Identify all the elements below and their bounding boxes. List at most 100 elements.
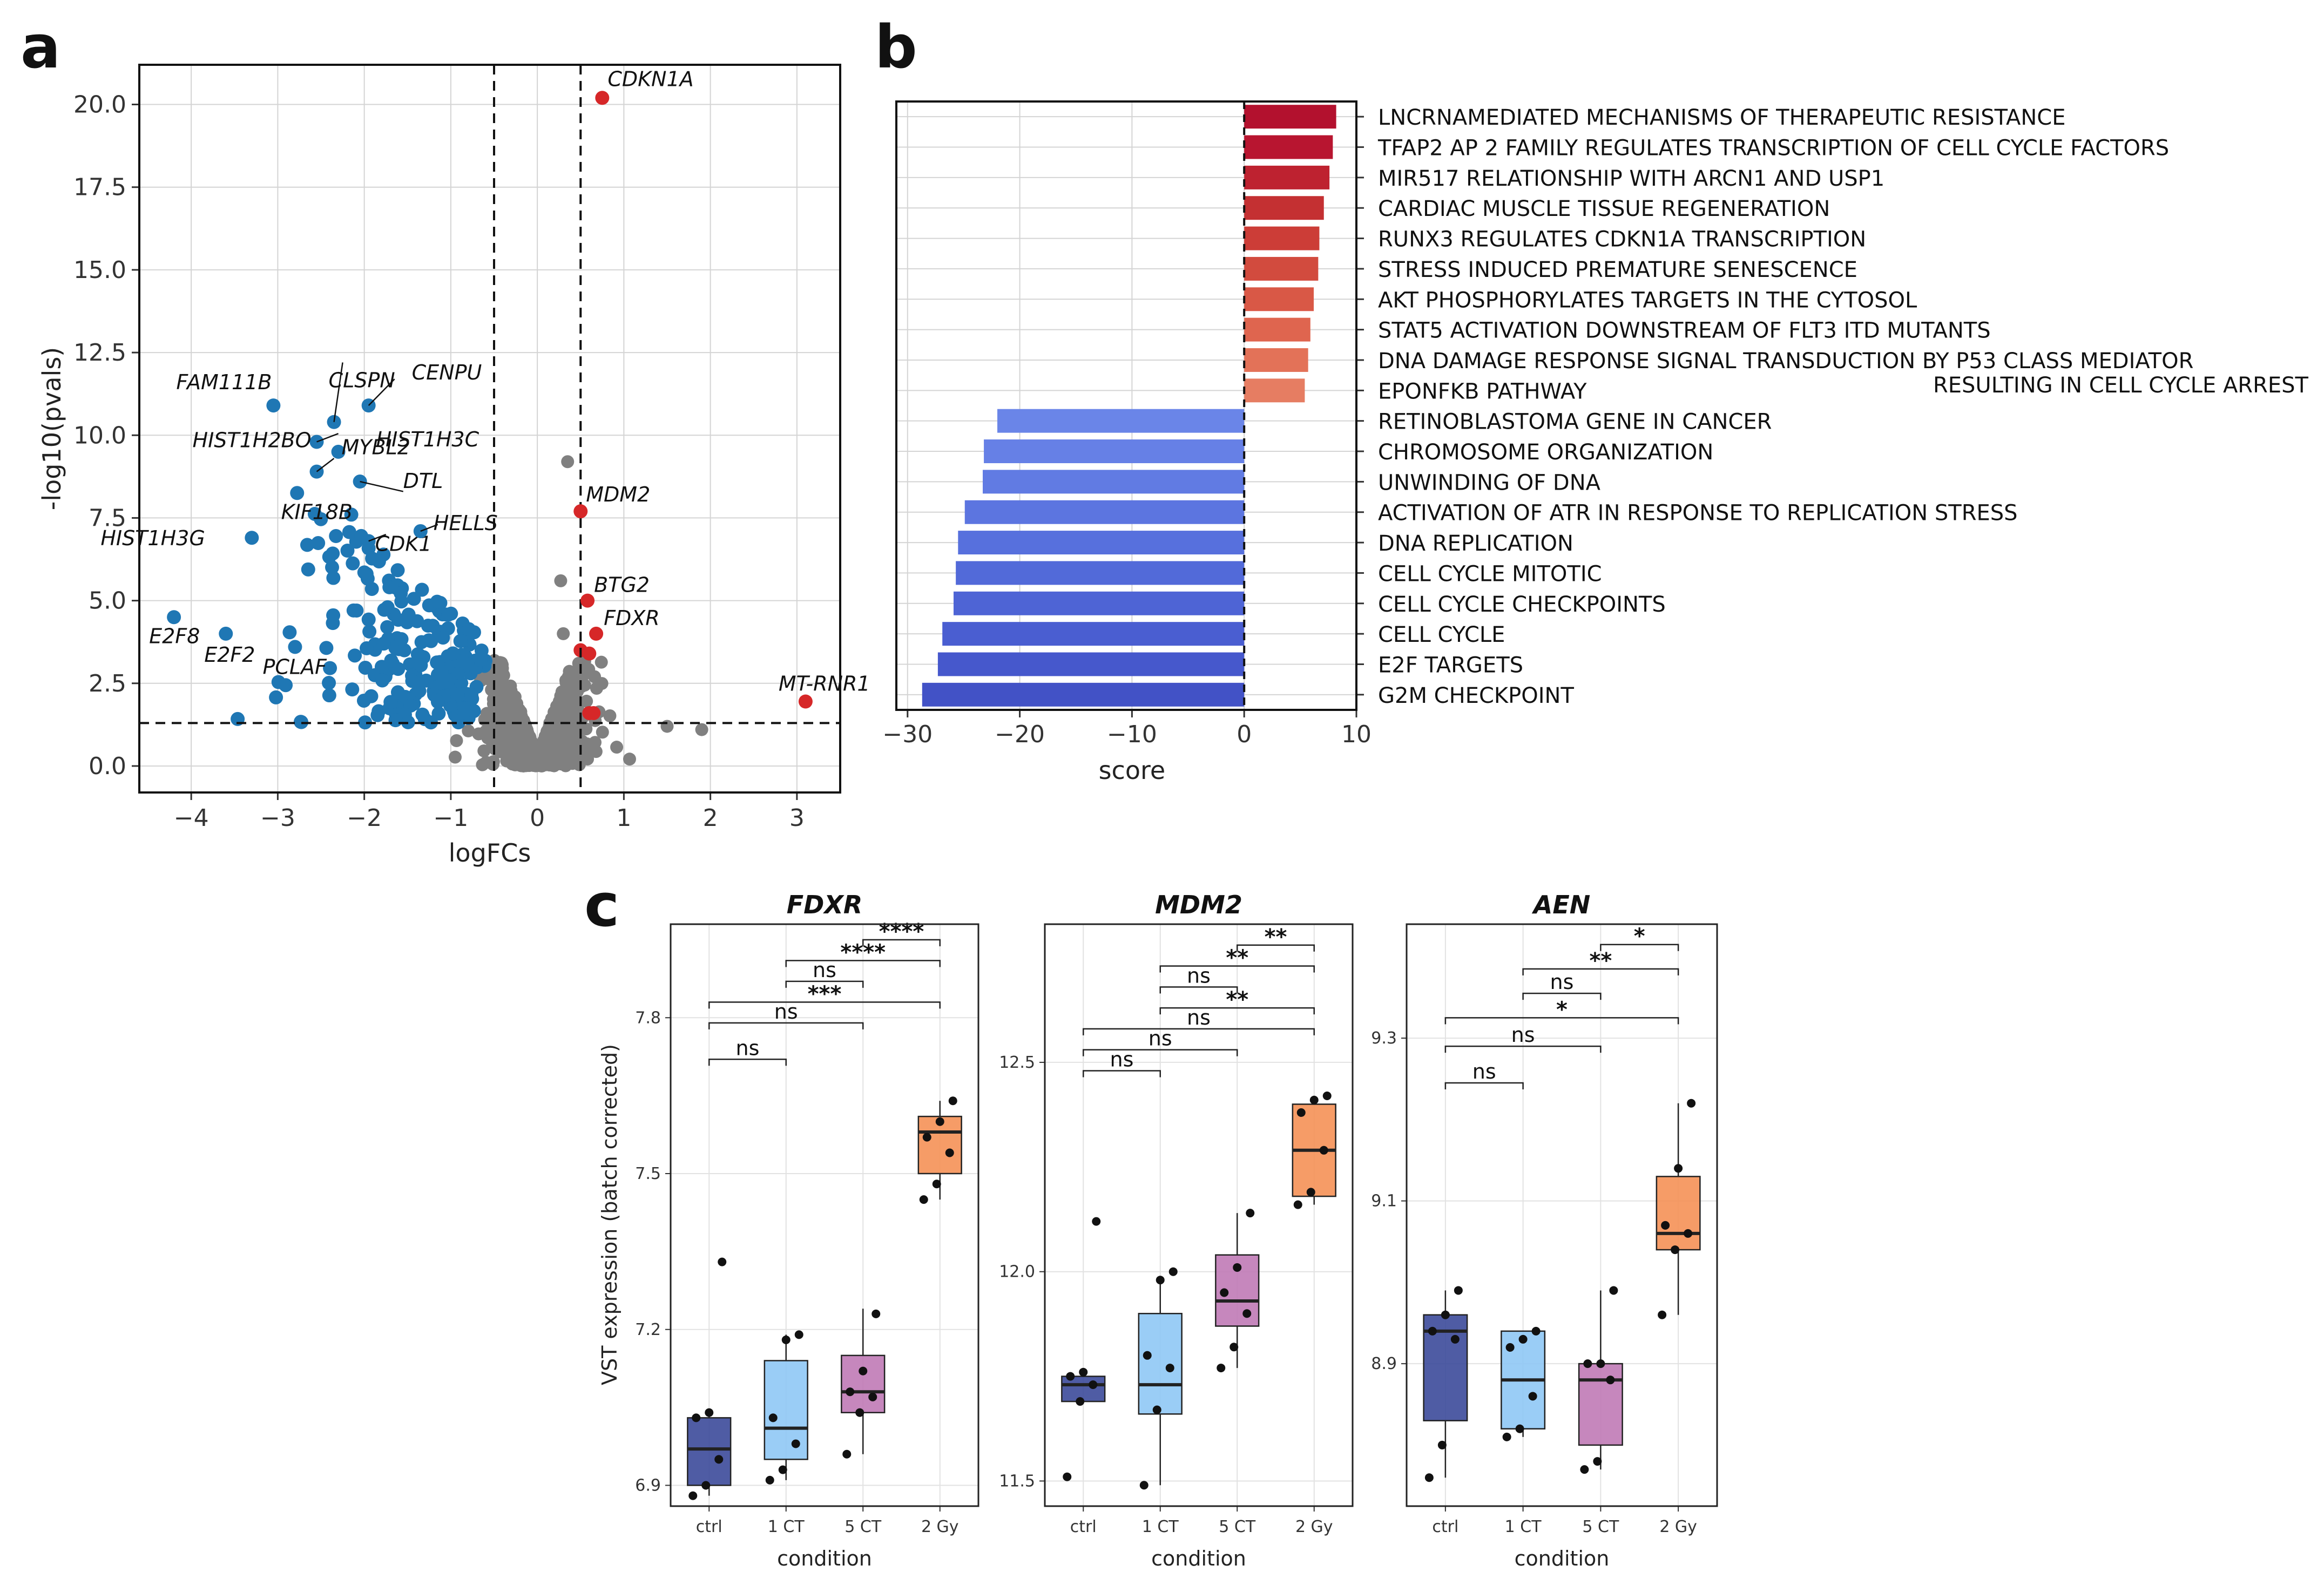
data-point: [778, 1465, 787, 1474]
x-tick-label: 10: [1341, 721, 1372, 748]
pathway-label: STAT5 ACTIVATION DOWNSTREAM OF FLT3 ITD …: [1378, 318, 1991, 343]
bar: [937, 652, 1245, 676]
pathway-label: CELL CYCLE CHECKPOINTS: [1378, 592, 1666, 617]
significance-bracket: [1444, 1045, 1602, 1053]
significance-bracket: [1083, 1028, 1315, 1035]
point-labeled: [344, 507, 359, 522]
point-down: [376, 636, 391, 651]
significance-bracket: [1444, 1017, 1679, 1025]
pathway-label-cont: RESULTING IN CELL CYCLE ARREST: [1933, 373, 2309, 398]
point-labeled: [589, 626, 604, 641]
x-tick-label: −1: [433, 804, 468, 832]
label-connector: [368, 533, 387, 542]
point-labeled: [595, 91, 610, 105]
y-tick-label: 12.0: [999, 1263, 1035, 1282]
point-ns: [479, 724, 492, 738]
plot-frame: [895, 100, 1357, 711]
point-down: [405, 674, 420, 688]
pathway-label: DNA DAMAGE RESPONSE SIGNAL TRANSDUCTION …: [1378, 349, 2193, 374]
x-tick-label: −3: [260, 804, 295, 832]
volcano-plot: −4 −3 −2 −1 0 1 2 3 0.0 2.5 5.0 7.5 10.0 12.5 15.0 17.5…: [37, 64, 870, 868]
data-point: [948, 1096, 957, 1106]
significance-bracket: [1600, 944, 1679, 951]
point-down: [453, 634, 468, 648]
data-point: [842, 1449, 852, 1459]
point-labeled: [798, 694, 813, 709]
y-tick-label: 17.5: [73, 174, 126, 201]
point-down: [380, 600, 395, 614]
data-point: [1319, 1146, 1328, 1155]
significance-bracket: [708, 1022, 864, 1029]
point-labeled: [266, 398, 281, 413]
point-down: [345, 682, 360, 697]
point-down: [322, 688, 336, 703]
bar: [1244, 196, 1324, 220]
point-ns: [580, 694, 593, 708]
x-axis-title: condition: [1151, 1547, 1246, 1570]
data-point: [919, 1195, 928, 1204]
data-point: [1531, 1326, 1541, 1336]
point-down: [326, 571, 341, 585]
data-point: [1076, 1397, 1085, 1406]
pathway-label: UNWINDING OF DNA: [1378, 470, 1601, 495]
x-tick-label: 1 CT: [1505, 1517, 1542, 1536]
y-tick-label: 10.0: [73, 422, 126, 449]
plot-frame: [1406, 923, 1718, 1507]
point-ns: [477, 744, 491, 757]
x-tick-label: ctrl: [1432, 1517, 1458, 1536]
y-tick-label: 6.9: [635, 1476, 661, 1495]
point-down: [290, 486, 305, 500]
x-tick-label: 0: [1237, 721, 1252, 748]
point-down: [361, 612, 376, 627]
bar: [964, 500, 1245, 524]
plot-frame: [1044, 923, 1354, 1507]
data-point: [1168, 1267, 1178, 1276]
x-tick-label: −4: [174, 804, 209, 832]
data-point: [1583, 1359, 1592, 1368]
x-tick-label: −10: [1107, 721, 1157, 748]
bar: [997, 409, 1245, 433]
data-point: [1143, 1351, 1152, 1360]
significance-bracket: [1159, 965, 1315, 973]
data-point: [1515, 1424, 1524, 1433]
y-tick-label: 11.5: [999, 1472, 1035, 1490]
significance-label: **: [1226, 946, 1248, 971]
significance-label: ns: [774, 1000, 798, 1024]
point-down: [357, 565, 371, 580]
pathway-label: CHROMOSOME ORGANIZATION: [1378, 440, 1713, 465]
point-down: [342, 525, 356, 539]
data-point: [1593, 1457, 1602, 1466]
data-point: [1066, 1372, 1075, 1381]
point-ns: [504, 679, 517, 693]
data-point: [1089, 1380, 1098, 1390]
panel-letter-b: b: [875, 12, 917, 82]
gene-label: HELLS: [434, 511, 498, 535]
point-down: [360, 641, 374, 655]
pathway-label: CELL CYCLE MITOTIC: [1378, 561, 1602, 586]
data-point: [1322, 1091, 1332, 1100]
point-down: [457, 705, 471, 720]
significance-bracket: [1083, 1049, 1238, 1056]
label-connector: [420, 524, 438, 532]
point-down: [412, 684, 427, 699]
significance-label: ns: [1472, 1060, 1496, 1083]
point-ns: [595, 677, 609, 690]
point-ns: [502, 708, 515, 721]
point-down: [340, 544, 355, 558]
bar: [1244, 317, 1310, 342]
point-ns: [510, 697, 523, 710]
significance-bracket: [708, 1001, 941, 1009]
data-point: [1528, 1392, 1537, 1401]
gene-label: CENPU: [412, 361, 482, 384]
data-point: [1606, 1375, 1615, 1385]
point-ns: [572, 670, 586, 684]
x-tick-label: ctrl: [696, 1517, 722, 1536]
point-down: [422, 633, 436, 648]
point-ns: [564, 692, 578, 706]
data-point: [1306, 1188, 1315, 1197]
point-down: [326, 546, 340, 561]
significance-label: ns: [1511, 1023, 1535, 1047]
pathway-label: E2F TARGETS: [1378, 653, 1523, 677]
data-point: [1139, 1481, 1149, 1490]
